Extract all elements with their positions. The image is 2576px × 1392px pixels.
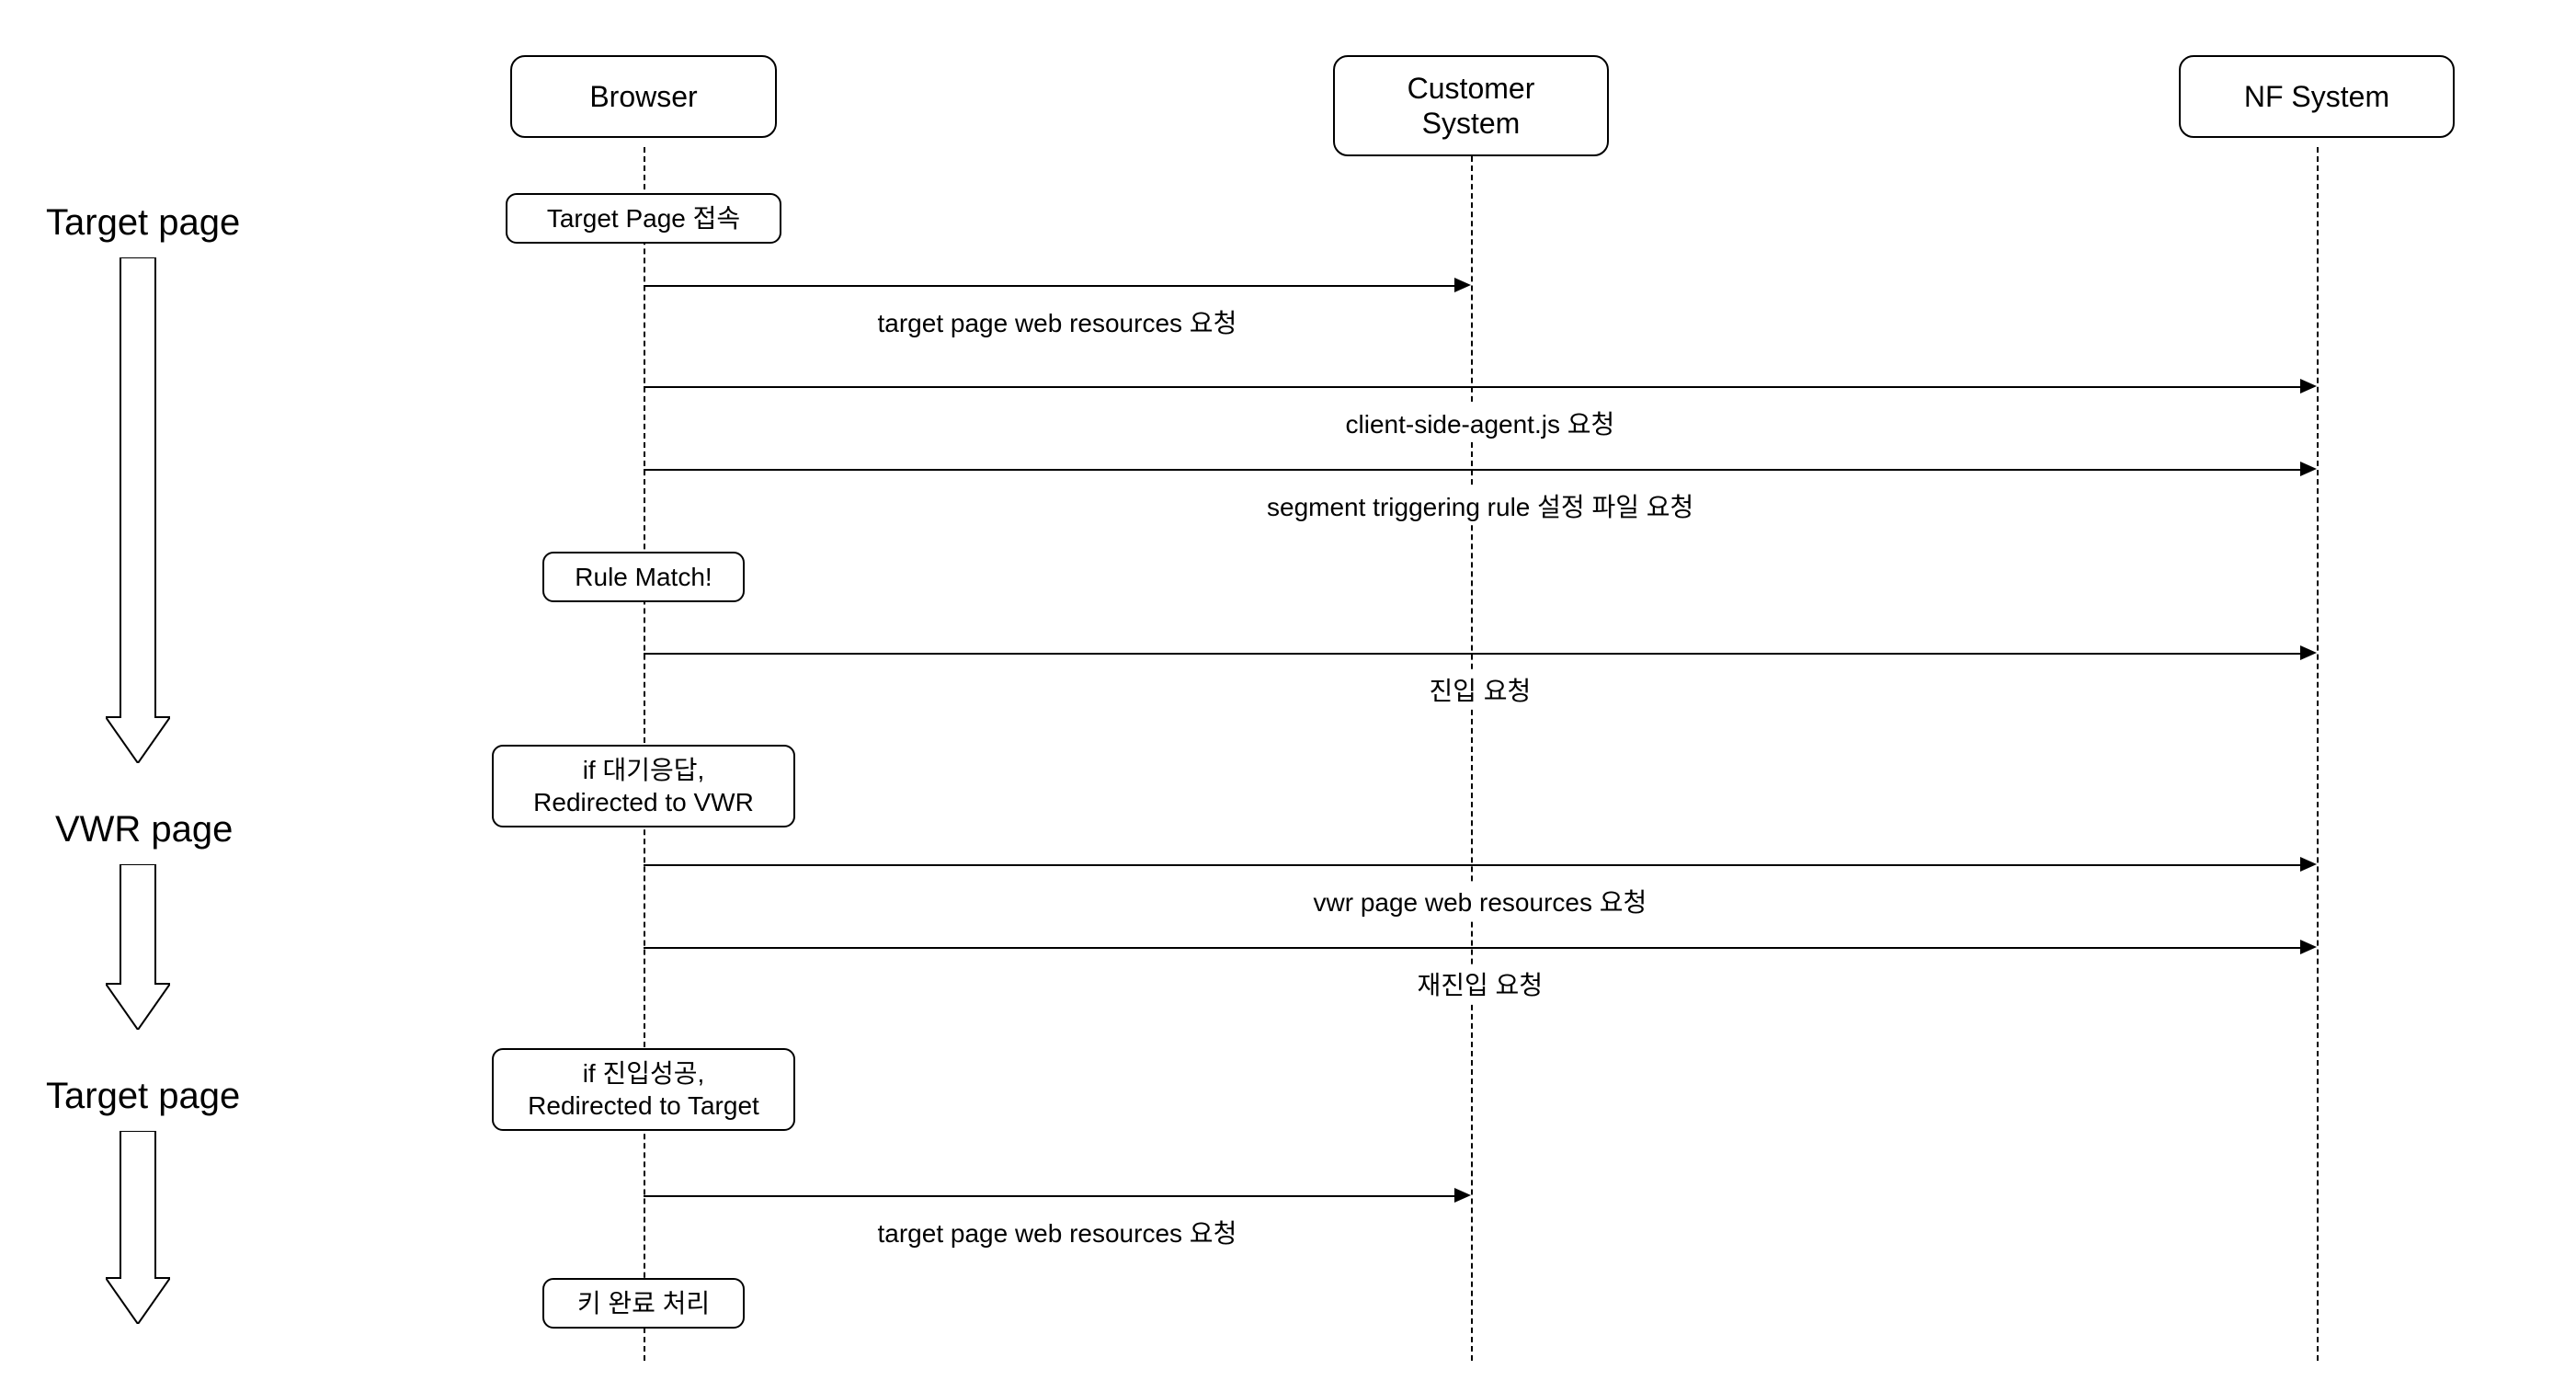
note3: if 대기응답, Redirected to VWR <box>492 745 795 827</box>
arrow-0 <box>644 285 1456 287</box>
arrow-2 <box>644 469 2302 471</box>
arrow-3 <box>644 653 2302 655</box>
phase-arrow-1 <box>106 864 170 1030</box>
note5: 키 완료 처리 <box>542 1278 745 1329</box>
lifeline-nf <box>2317 147 2319 1361</box>
arrow-head-1 <box>2300 379 2317 394</box>
arrow-6 <box>644 1195 1456 1197</box>
arrow-label-1: client-side-agent.js 요청 <box>1342 405 1619 441</box>
arrow-head-5 <box>2300 940 2317 954</box>
phase-label-2: Target page <box>46 1076 240 1117</box>
lifeline-customer <box>1471 147 1473 1361</box>
arrow-label-4: vwr page web resources 요청 <box>1310 883 1651 919</box>
arrow-head-4 <box>2300 857 2317 872</box>
note4: if 진입성공, Redirected to Target <box>492 1048 795 1131</box>
arrow-5 <box>644 947 2302 949</box>
participant-nf: NF System <box>2179 55 2455 138</box>
arrow-head-2 <box>2300 462 2317 476</box>
note1: Target Page 접속 <box>506 193 781 244</box>
phase-label-1: VWR page <box>55 809 233 850</box>
arrow-label-2: segment triggering rule 설정 파일 요청 <box>1263 487 1697 524</box>
arrow-head-3 <box>2300 645 2317 660</box>
phase-arrow-0 <box>106 257 170 763</box>
participant-browser: Browser <box>510 55 777 138</box>
arrow-head-0 <box>1454 278 1471 292</box>
sequence-diagram-canvas: Browser Customer System NF System target pa… <box>0 0 2576 1392</box>
phase-label-0: Target page <box>46 202 240 244</box>
arrow-label-5: 재진입 요청 <box>1414 965 1547 1002</box>
arrow-head-6 <box>1454 1188 1471 1203</box>
arrow-4 <box>644 864 2302 866</box>
note2: Rule Match! <box>542 552 745 602</box>
arrow-label-6: target page web resources 요청 <box>874 1214 1241 1250</box>
arrow-label-3: 진입 요청 <box>1426 671 1535 708</box>
phase-arrow-2 <box>106 1131 170 1324</box>
arrow-1 <box>644 386 2302 388</box>
arrow-label-0: target page web resources 요청 <box>874 303 1241 340</box>
participant-customer: Customer System <box>1333 55 1609 156</box>
